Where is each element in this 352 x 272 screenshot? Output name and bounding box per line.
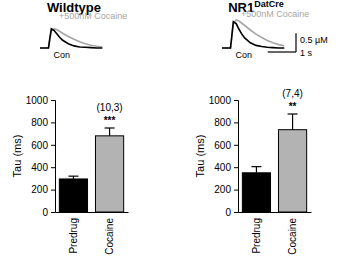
scale-bar-label: 1 s <box>300 48 313 58</box>
y-tick: 400 <box>31 162 55 173</box>
error-stem <box>292 114 293 130</box>
error-cap <box>68 176 78 177</box>
bars <box>59 128 123 212</box>
x-tick-label: Predrug <box>68 218 79 254</box>
y-tick: 200 <box>214 184 238 195</box>
figure: WildtypeCon+500nM Cocaine020040060080010… <box>0 0 352 272</box>
trace-label: Con <box>236 50 253 60</box>
error-bar <box>288 114 298 130</box>
y-tick: 0 <box>42 207 55 218</box>
x-tick-label: Cocaine <box>287 218 298 255</box>
y-tick-mark <box>51 100 55 101</box>
y-tick-label: 0 <box>42 207 48 218</box>
y-tick: 1000 <box>26 95 55 106</box>
x-axis: Predrug Cocaine <box>56 213 129 255</box>
y-tick-label: 1000 <box>26 95 49 106</box>
y-axis-title: Tau (ms) <box>11 135 23 178</box>
y-tick-mark <box>234 100 238 101</box>
y-axis: 0 200 400 600 800 1000 <box>209 95 239 218</box>
error-bar <box>251 167 261 173</box>
x-tick-label: Cocaine <box>104 218 115 255</box>
bar <box>278 130 306 212</box>
x-tick: Cocaine <box>104 218 115 255</box>
bars <box>242 114 306 212</box>
y-tick: 800 <box>31 117 55 128</box>
y-axis-line <box>51 101 56 213</box>
trace-lines <box>40 29 102 48</box>
trace-line <box>40 29 102 48</box>
trace-label: Con <box>54 50 71 60</box>
error-cap <box>288 113 298 114</box>
x-tick-label: Predrug <box>251 218 262 254</box>
trace-line <box>222 20 284 48</box>
y-tick-label: 400 <box>31 162 48 173</box>
y-tick: 600 <box>31 140 55 151</box>
y-tick-mark <box>51 145 55 146</box>
y-tick-label: 600 <box>31 140 48 151</box>
annotation: (7,4) <box>282 88 303 99</box>
y-tick-mark <box>234 122 238 123</box>
bar <box>242 173 270 212</box>
y-tick-mark <box>51 190 55 191</box>
error-cap <box>251 166 261 167</box>
x-tick: Predrug <box>68 218 79 254</box>
scale-bar-label: 0.5 µM <box>300 35 328 45</box>
y-tick-mark <box>234 145 238 146</box>
y-tick-label: 200 <box>214 184 231 195</box>
trace-panel: NR1DatCreCon+500nM Cocaine1 s0.5 µM <box>222 0 328 60</box>
y-tick-label: 200 <box>31 184 48 195</box>
trace-label: +500nM Cocaine <box>241 9 309 19</box>
trace-line <box>40 29 102 48</box>
trace-lines <box>222 20 284 48</box>
x-tick: Cocaine <box>287 218 298 255</box>
trace-panel: WildtypeCon+500nM Cocaine <box>40 0 127 60</box>
y-axis-line <box>234 101 239 213</box>
y-tick-mark <box>234 167 238 168</box>
y-axis-title: Tau (ms) <box>194 135 206 178</box>
y-tick-mark <box>234 212 238 213</box>
y-tick: 400 <box>214 162 238 173</box>
y-tick-mark <box>51 167 55 168</box>
trace-label: +500nM Cocaine <box>59 11 127 21</box>
scale-bar-time <box>268 51 296 52</box>
y-tick: 0 <box>225 207 238 218</box>
error-stem <box>256 167 257 173</box>
x-tick: Predrug <box>251 218 262 254</box>
error-bar <box>68 176 78 179</box>
y-axis: 0 200 400 600 800 1000 <box>26 95 56 218</box>
y-tick: 200 <box>31 184 55 195</box>
annotation: (10,3) <box>97 102 123 113</box>
y-tick-label: 800 <box>214 117 231 128</box>
annotation: ** <box>289 101 297 112</box>
y-tick-mark <box>51 122 55 123</box>
y-tick-mark <box>234 190 238 191</box>
y-tick: 1000 <box>209 95 238 106</box>
x-axis-line <box>56 212 129 213</box>
bar-panel: 0 200 400 600 800 1000 Predrug Cocaine Tau (ms) (… <box>194 88 312 255</box>
trace-line <box>222 22 284 48</box>
bar <box>59 179 87 212</box>
y-tick: 600 <box>214 140 238 151</box>
y-tick-label: 800 <box>31 117 48 128</box>
x-axis-line <box>239 212 312 213</box>
bar-panel: 0 200 400 600 800 1000 Predrug Cocaine Tau (ms) (… <box>11 95 129 255</box>
y-tick-label: 600 <box>214 140 231 151</box>
error-bar <box>105 128 115 136</box>
bar <box>95 136 123 212</box>
annotation: *** <box>104 115 116 126</box>
x-axis: Predrug Cocaine <box>239 213 312 255</box>
y-tick-label: 1000 <box>209 95 232 106</box>
scale-bar-conc <box>295 33 296 52</box>
y-tick-label: 400 <box>214 162 231 173</box>
y-tick-mark <box>51 212 55 213</box>
y-tick-label: 0 <box>225 207 231 218</box>
error-cap <box>105 127 115 128</box>
y-tick: 800 <box>214 117 238 128</box>
error-stem <box>109 128 110 136</box>
